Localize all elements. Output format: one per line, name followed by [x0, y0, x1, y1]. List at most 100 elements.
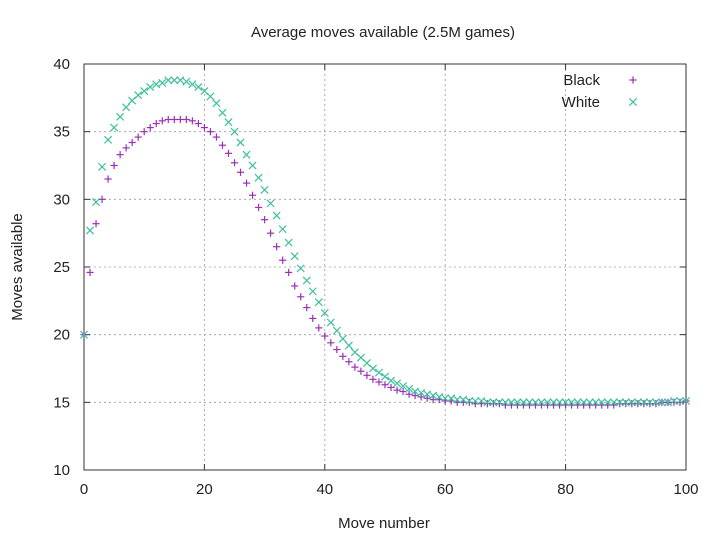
data-point	[242, 150, 251, 159]
data-point	[236, 138, 245, 147]
data-point	[603, 398, 612, 407]
data-point	[375, 378, 383, 386]
y-tick-labels: 10 15 20 25 30 35 40	[53, 56, 70, 479]
x-axis-label: Move number	[338, 515, 430, 532]
data-point	[206, 128, 215, 136]
data-point	[417, 393, 425, 401]
data-point	[152, 119, 160, 128]
data-point	[254, 173, 263, 182]
data-point	[122, 103, 131, 112]
data-point	[267, 229, 275, 237]
y-tick-label: 10	[53, 462, 70, 479]
data-point	[344, 341, 353, 350]
data-point	[639, 398, 648, 407]
data-point	[85, 226, 95, 235]
data-point	[164, 76, 173, 85]
data-point	[670, 398, 678, 406]
data-point	[104, 135, 113, 144]
data-point	[272, 211, 281, 220]
data-point	[471, 396, 480, 406]
data-point	[597, 398, 606, 407]
data-point	[164, 115, 172, 124]
series-white	[79, 76, 691, 407]
data-point	[110, 161, 118, 170]
data-point	[206, 92, 215, 101]
data-point	[646, 400, 654, 408]
data-point	[110, 123, 119, 132]
data-point	[628, 400, 636, 408]
data-point	[242, 179, 251, 187]
data-point	[387, 383, 395, 392]
data-point	[483, 398, 492, 407]
data-point	[477, 396, 486, 406]
data-point	[386, 376, 396, 385]
data-point	[525, 398, 534, 407]
data-point	[338, 334, 347, 343]
x-tick-labels: 0 20 40 60 80 100	[80, 481, 699, 498]
grid	[84, 64, 686, 470]
legend-marker-black	[629, 76, 637, 84]
data-point	[92, 198, 101, 207]
data-point	[302, 276, 311, 285]
data-point	[663, 398, 672, 407]
data-point	[669, 396, 678, 406]
data-point	[465, 396, 474, 406]
data-point	[627, 398, 636, 407]
data-point	[128, 138, 136, 147]
data-point	[140, 87, 149, 96]
data-point	[134, 133, 142, 141]
data-point	[393, 386, 401, 394]
data-point	[266, 199, 275, 208]
data-point	[657, 398, 666, 407]
data-point	[158, 78, 167, 87]
data-point	[555, 398, 564, 407]
data-point	[501, 398, 510, 407]
data-point	[681, 396, 691, 406]
data-point	[116, 112, 125, 121]
series-black	[80, 115, 690, 409]
data-point	[284, 238, 293, 247]
data-point	[374, 368, 384, 377]
data-point	[116, 151, 124, 159]
legend-marker	[629, 76, 637, 84]
data-point	[248, 191, 257, 199]
data-point	[218, 141, 227, 149]
x-tick-label: 0	[80, 481, 88, 498]
data-point	[399, 382, 408, 391]
data-point	[297, 293, 305, 301]
y-axis-label: Moves available	[9, 213, 26, 321]
data-point	[104, 175, 112, 183]
data-point	[188, 117, 196, 125]
data-point	[140, 128, 148, 136]
data-series	[79, 76, 691, 409]
data-point	[640, 400, 648, 408]
data-point	[411, 391, 419, 400]
data-point	[351, 363, 359, 371]
data-point	[212, 133, 221, 141]
data-point	[321, 332, 329, 340]
data-point	[309, 314, 317, 323]
data-point	[483, 400, 491, 408]
data-point	[345, 358, 353, 366]
data-point	[92, 220, 100, 228]
data-point	[495, 398, 504, 407]
data-point	[122, 144, 130, 152]
data-point	[254, 203, 263, 212]
data-point	[652, 400, 660, 408]
data-point	[675, 396, 685, 406]
data-point	[248, 161, 257, 170]
data-point	[152, 80, 161, 89]
x-tick-label: 80	[557, 481, 574, 498]
data-point	[314, 298, 323, 307]
data-point	[380, 372, 390, 381]
x-tick-label: 40	[316, 481, 333, 498]
data-point	[146, 82, 155, 92]
data-point	[543, 398, 552, 407]
y-tick-label: 40	[53, 56, 70, 73]
data-point	[273, 243, 281, 251]
data-point	[616, 400, 624, 408]
data-point	[567, 398, 576, 407]
data-point	[423, 394, 431, 402]
data-point	[489, 400, 497, 408]
